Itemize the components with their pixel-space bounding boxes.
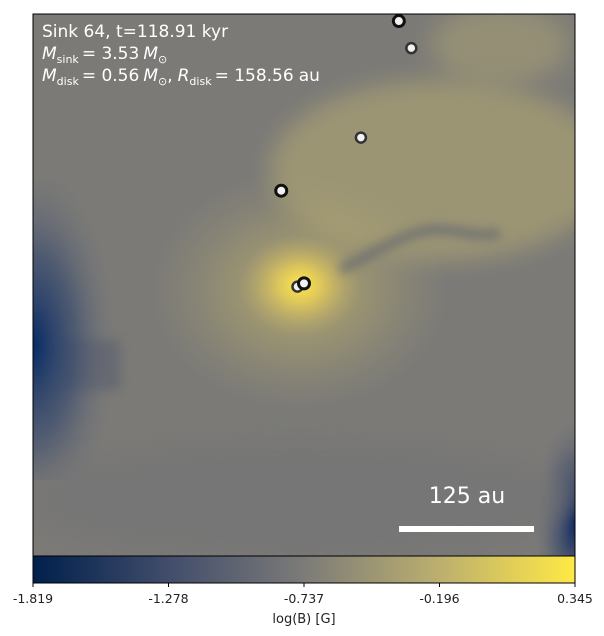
sink-marker-ring [354, 131, 368, 144]
sink-marker [274, 183, 289, 198]
colorbar-tick-label: -1.819 [13, 591, 53, 606]
sink-marker-ring [405, 41, 418, 55]
sink-marker-ring [297, 276, 311, 291]
mass-sink-line: Msink = 3.53 M⊙ [42, 44, 167, 66]
colorbar-tick-label: -0.196 [419, 591, 459, 606]
colorbar-tick-label: -0.737 [284, 591, 324, 606]
colorbar-tick-label: -1.278 [148, 591, 188, 606]
scale-bar [399, 526, 534, 532]
colorbar-label: log(B) [G] [272, 612, 335, 627]
colorbar-gradient [33, 556, 575, 583]
sink-marker-ring [274, 183, 289, 198]
title-line: Sink 64, t=118.91 kyr [42, 22, 228, 42]
sink-marker [391, 14, 406, 29]
sink-marker [297, 276, 311, 291]
sink-marker-ring [391, 14, 406, 29]
warm-region-top [430, 14, 570, 85]
disk-line: Mdisk = 0.56 M⊙, Rdisk = 158.56 au [42, 66, 320, 88]
colorbar-ticks: -1.819 -1.278 -0.737 -0.196 0.345 [13, 583, 593, 606]
colorbar: -1.819 -1.278 -0.737 -0.196 0.345 log(B) [G] [13, 555, 593, 627]
blue-region-left [33, 180, 173, 480]
heatmap-panel: 125 au Sink 64, t=118.91 kyr Msink = 3.53… [33, 14, 575, 556]
colorbar-tick-label: 0.345 [557, 591, 593, 606]
sink-marker [405, 41, 418, 55]
sink-marker [354, 131, 368, 144]
dark-filament [337, 224, 502, 275]
scale-bar-label: 125 au [429, 484, 505, 509]
sink-markers [274, 14, 418, 293]
